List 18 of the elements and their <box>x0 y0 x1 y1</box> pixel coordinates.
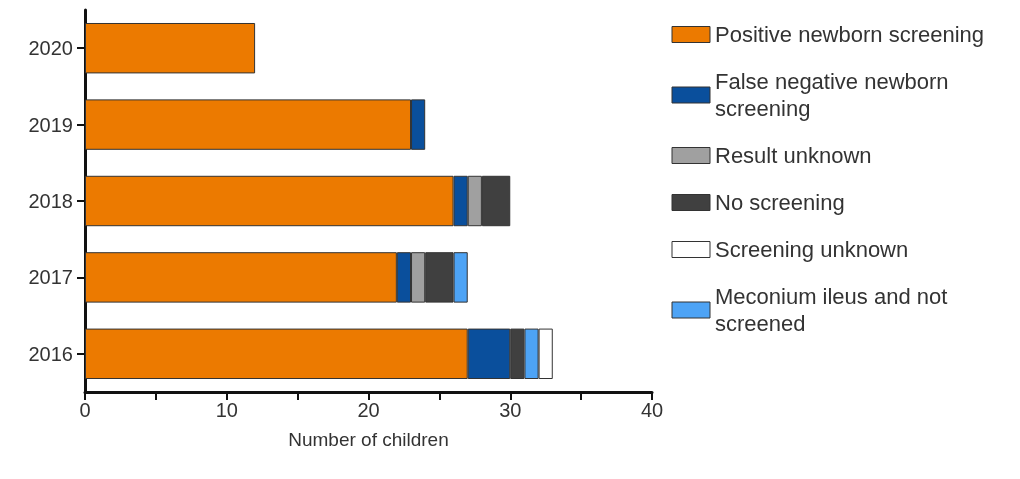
y-tick-label: 2018 <box>28 190 73 212</box>
x-tick-label: 40 <box>640 399 664 421</box>
y-tick-label: 2019 <box>28 113 73 136</box>
x-tick-label: 0 <box>79 399 91 421</box>
legend-label: Positive newborn screening <box>715 22 985 47</box>
legend-label: Result unknown <box>715 143 872 168</box>
legend-label: Meconium ileus and not screened <box>715 284 954 336</box>
legend-label: No screening <box>715 190 845 215</box>
x-tick-label: 30 <box>499 399 522 421</box>
x-tick-label: 10 <box>215 399 238 421</box>
x-axis-title: Number of children <box>288 429 449 450</box>
y-tick-label: 2016 <box>28 342 73 365</box>
bar <box>85 22 256 74</box>
y-tick-label: 2020 <box>28 37 73 60</box>
x-tick-label: 20 <box>357 399 380 421</box>
y-tick-label: 2017 <box>28 266 73 289</box>
legend-label: False negative newborn screening <box>715 69 955 121</box>
legend-label: Screening unknown <box>715 237 909 262</box>
